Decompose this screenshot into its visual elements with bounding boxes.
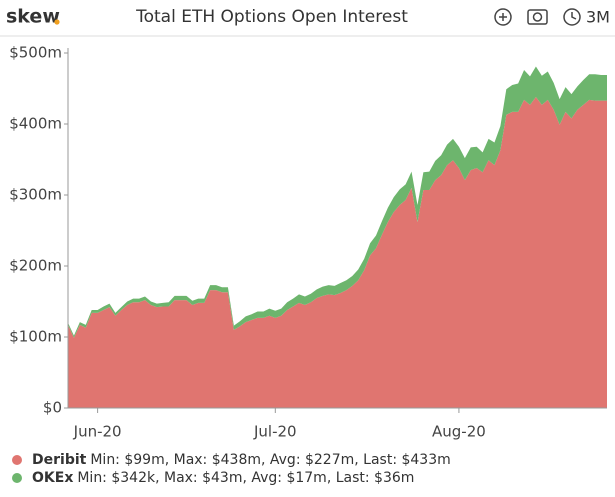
clock-icon[interactable] xyxy=(563,8,581,26)
x-tick-label: Aug-20 xyxy=(432,423,486,441)
brand-dot xyxy=(54,19,60,25)
legend-name: Deribit xyxy=(32,452,87,468)
range-button[interactable]: 3M xyxy=(586,8,610,27)
brand: skew xyxy=(6,6,60,28)
chart-title: Total ETH Options Open Interest xyxy=(135,7,408,27)
y-tick-label: $400m xyxy=(9,115,62,133)
legend-entry: OKEx Min: $342k, Max: $43m, Avg: $17m, La… xyxy=(32,470,414,486)
legend-swatch xyxy=(12,473,22,483)
x-tick-label: Jul-20 xyxy=(253,423,297,441)
area xyxy=(68,97,607,409)
camera-icon[interactable] xyxy=(527,9,548,25)
legend-swatch xyxy=(12,455,22,465)
y-tick-label: $0 xyxy=(43,399,62,417)
y-tick-label: $200m xyxy=(9,257,62,275)
y-tick-label: $500m xyxy=(9,44,62,62)
y-tick-label: $300m xyxy=(9,186,62,204)
legend-name: OKEx xyxy=(32,470,73,486)
area xyxy=(68,66,607,338)
x-tick-label: Jun-20 xyxy=(73,423,122,441)
add-icon[interactable] xyxy=(494,8,512,26)
y-tick-label: $100m xyxy=(9,328,62,346)
legend-entry: Deribit Min: $99m, Max: $438m, Avg: $227m… xyxy=(32,452,451,468)
legend-summary: Min: $342k, Max: $43m, Avg: $17m, Last: … xyxy=(77,470,414,486)
legend-summary: Min: $99m, Max: $438m, Avg: $227m, Last:… xyxy=(90,452,450,468)
